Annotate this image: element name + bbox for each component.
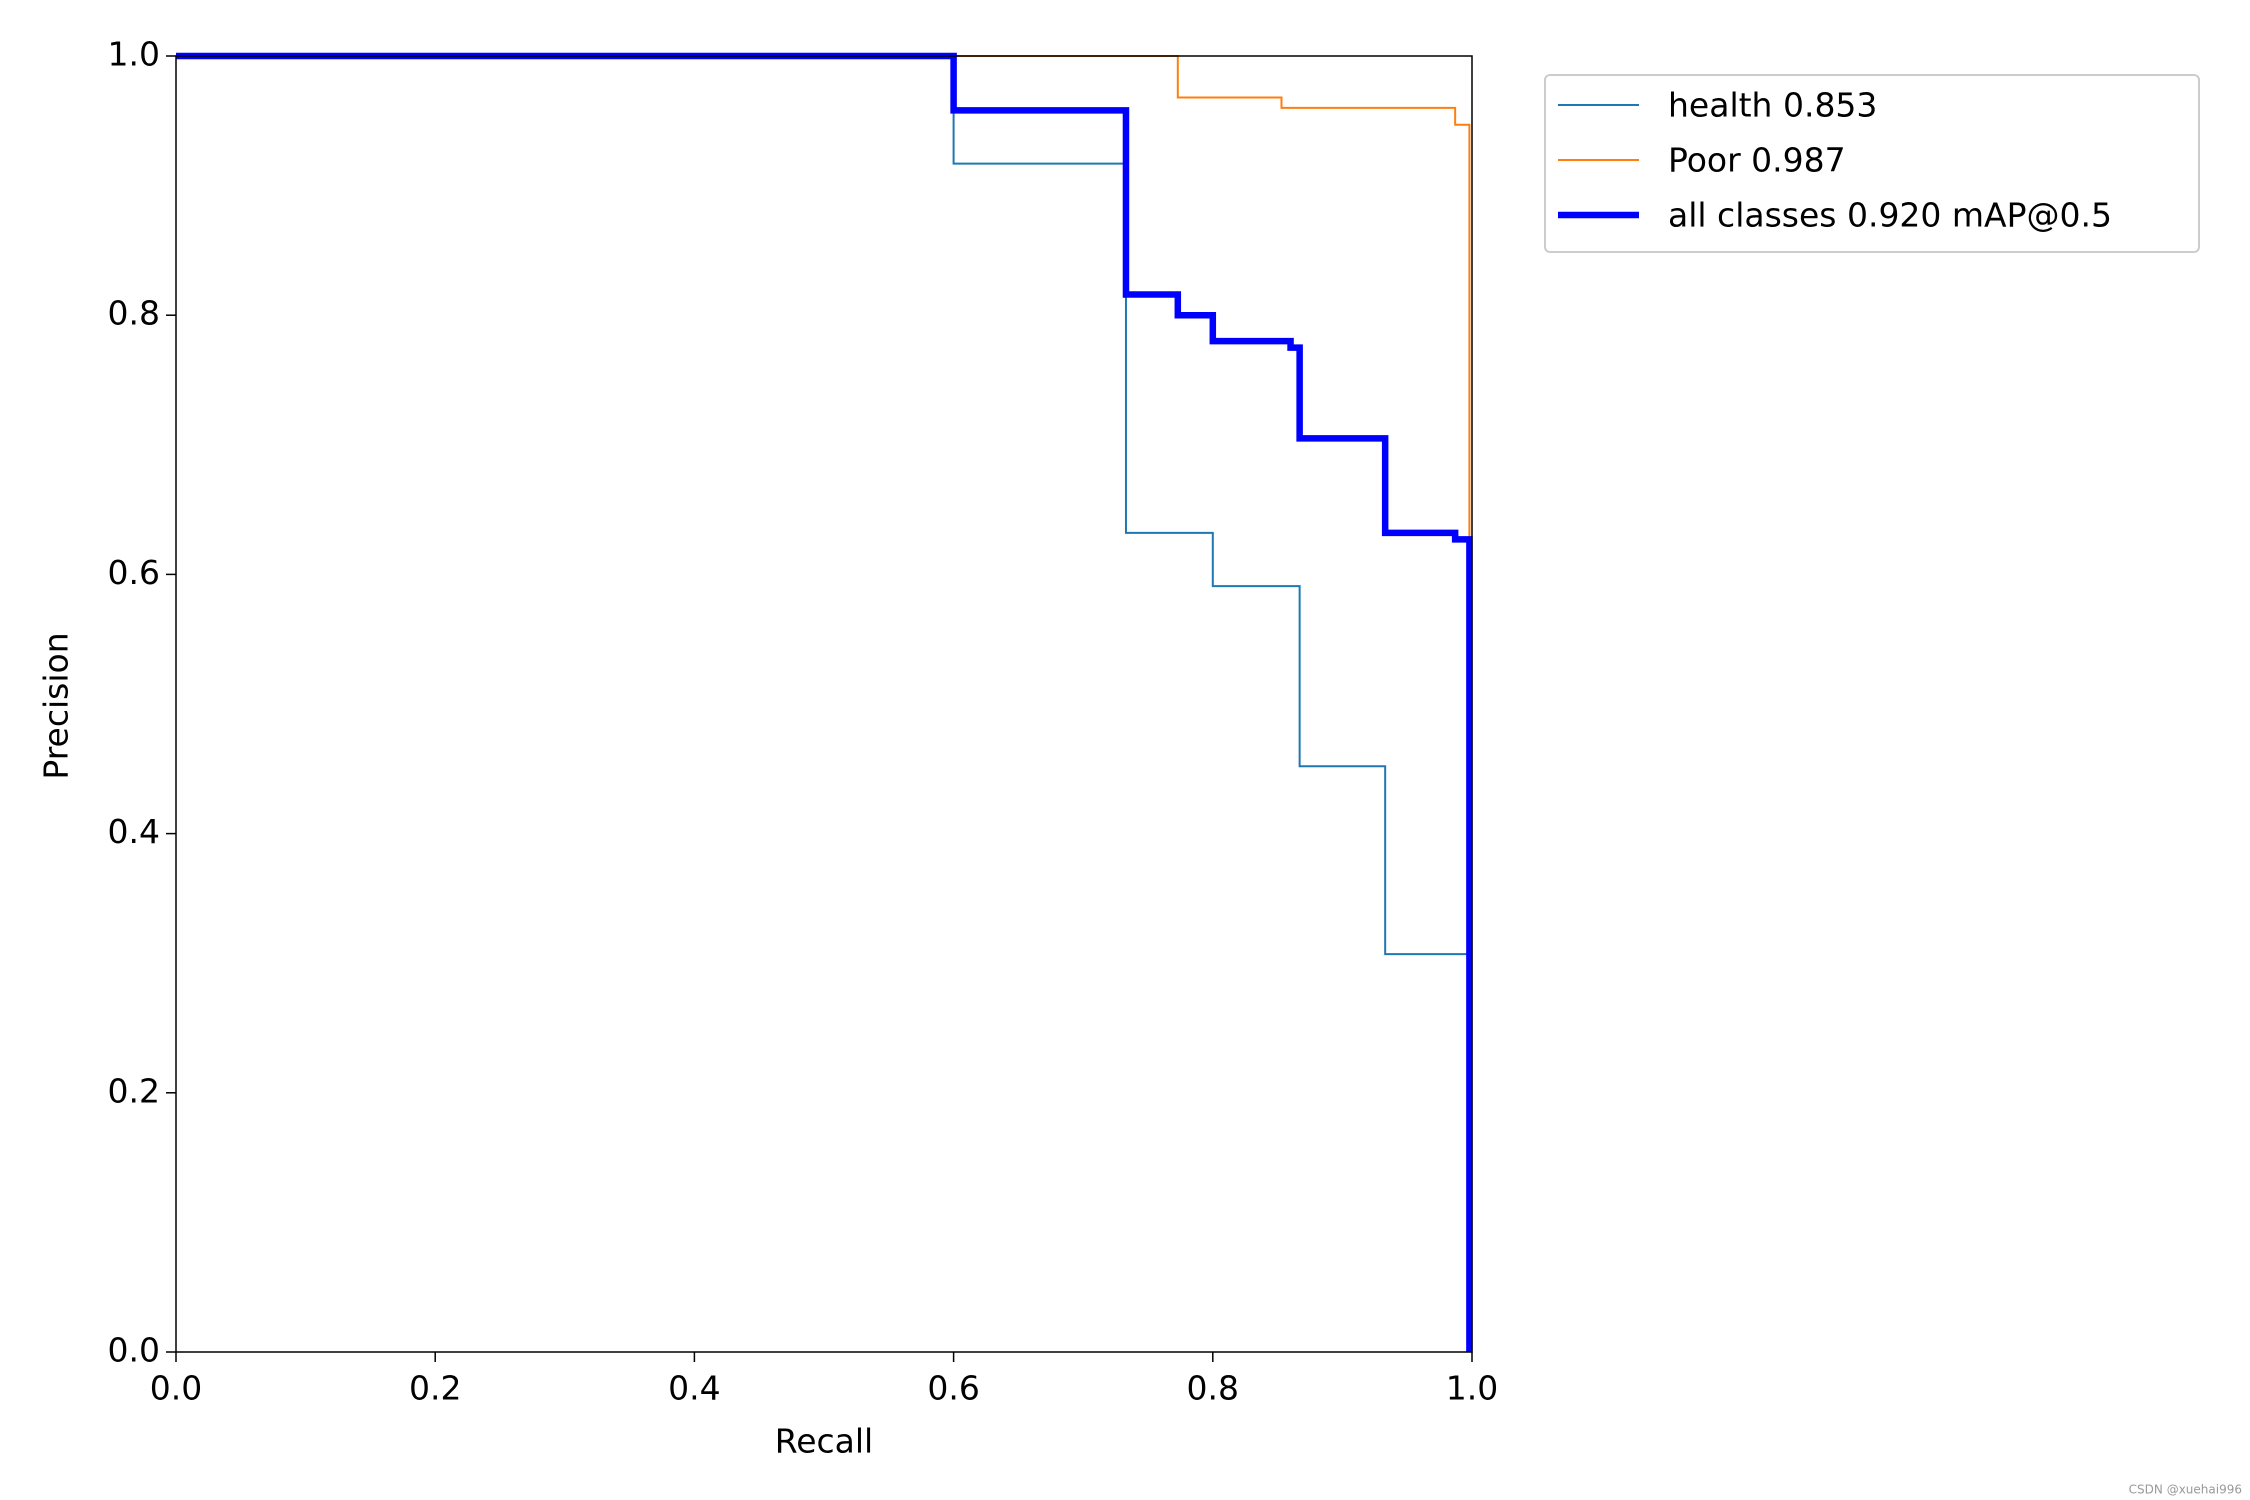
y-tick-label: 0.6	[108, 553, 160, 592]
x-tick-label: 0.2	[409, 1369, 461, 1408]
y-tick-label: 0.4	[108, 812, 160, 851]
legend-label: all classes 0.920 mAP@0.5	[1668, 196, 2112, 235]
legend-box	[1544, 74, 2200, 253]
x-axis-label: Recall	[775, 1422, 873, 1461]
x-tick-label: 1.0	[1446, 1369, 1498, 1408]
series-line	[176, 55, 1471, 1352]
x-tick-label: 0.8	[1187, 1369, 1239, 1408]
y-tick-label: 0.2	[108, 1071, 160, 1110]
series-line	[176, 52, 1473, 1352]
x-tick-label: 0.0	[150, 1369, 202, 1408]
legend-label: health 0.853	[1668, 86, 1877, 125]
legend-label: Poor 0.987	[1668, 141, 1846, 180]
watermark: CSDN @xuehai996	[2129, 1483, 2242, 1497]
y-tick-label: 0.8	[108, 294, 160, 333]
y-tick-label: 0.0	[108, 1331, 160, 1370]
y-axis-label: Precision	[37, 632, 76, 779]
series-line	[176, 55, 1471, 549]
x-tick-label: 0.4	[668, 1369, 720, 1408]
plot-frame	[175, 55, 1473, 1353]
x-tick-label: 0.6	[927, 1369, 979, 1408]
y-tick-label: 1.0	[108, 35, 160, 74]
